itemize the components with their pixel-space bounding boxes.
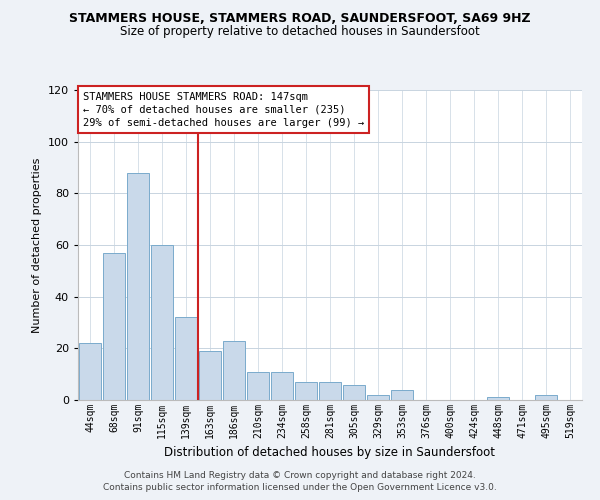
Bar	[295, 382, 317, 400]
Text: STAMMERS HOUSE, STAMMERS ROAD, SAUNDERSFOOT, SA69 9HZ: STAMMERS HOUSE, STAMMERS ROAD, SAUNDERSF…	[69, 12, 531, 26]
Bar	[487, 398, 509, 400]
Text: Size of property relative to detached houses in Saundersfoot: Size of property relative to detached ho…	[120, 25, 480, 38]
Bar	[247, 372, 269, 400]
X-axis label: Distribution of detached houses by size in Saundersfoot: Distribution of detached houses by size …	[164, 446, 496, 460]
Bar	[343, 384, 365, 400]
Bar	[367, 395, 389, 400]
Text: Contains HM Land Registry data © Crown copyright and database right 2024.
Contai: Contains HM Land Registry data © Crown c…	[103, 471, 497, 492]
Bar	[319, 382, 341, 400]
Bar	[103, 252, 125, 400]
Bar	[391, 390, 413, 400]
Bar	[175, 318, 197, 400]
Bar	[79, 343, 101, 400]
Y-axis label: Number of detached properties: Number of detached properties	[32, 158, 42, 332]
Bar	[151, 245, 173, 400]
Bar	[223, 340, 245, 400]
Text: STAMMERS HOUSE STAMMERS ROAD: 147sqm
← 70% of detached houses are smaller (235)
: STAMMERS HOUSE STAMMERS ROAD: 147sqm ← 7…	[83, 92, 364, 128]
Bar	[535, 395, 557, 400]
Bar	[271, 372, 293, 400]
Bar	[199, 351, 221, 400]
Bar	[127, 172, 149, 400]
